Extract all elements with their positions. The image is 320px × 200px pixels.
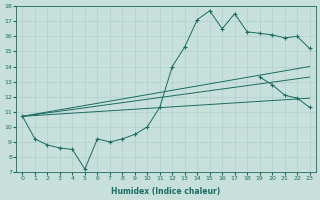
X-axis label: Humidex (Indice chaleur): Humidex (Indice chaleur)	[111, 187, 221, 196]
